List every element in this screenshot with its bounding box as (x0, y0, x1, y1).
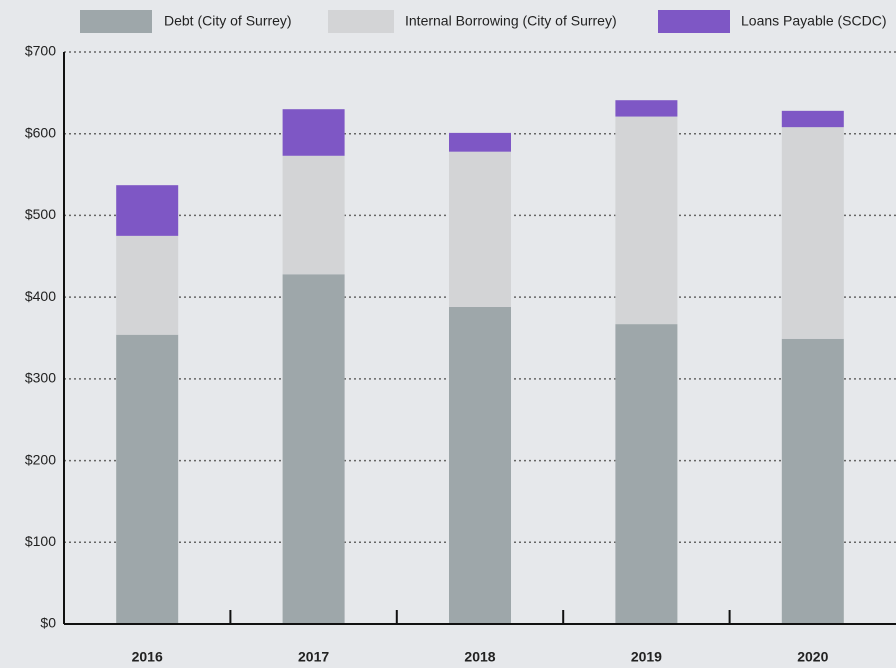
y-tick-label: $700 (25, 43, 56, 59)
y-tick-label: $300 (25, 370, 56, 386)
legend-swatch (328, 10, 394, 33)
bar-segment (116, 334, 179, 624)
bar-segment (615, 324, 678, 624)
bar-segment (781, 110, 844, 128)
legend-swatch (80, 10, 152, 33)
bar-segment (116, 185, 179, 236)
legend-label: Loans Payable (SCDC) (741, 13, 887, 29)
x-tick-label: 2017 (298, 649, 329, 665)
y-tick-label: $600 (25, 124, 56, 140)
y-tick-label: $400 (25, 288, 56, 304)
bar-segment (282, 155, 345, 275)
x-tick-label: 2016 (132, 649, 163, 665)
bar-segment (781, 127, 844, 339)
y-tick-label: $200 (25, 451, 56, 467)
bar-segment (282, 274, 345, 624)
bar-segment (781, 338, 844, 624)
bar-segment (449, 132, 511, 152)
bar-segment (615, 116, 678, 325)
x-tick-label: 2018 (464, 649, 495, 665)
bar-segment (116, 235, 179, 335)
bar-segment (615, 100, 678, 117)
legend-label: Debt (City of Surrey) (164, 13, 292, 29)
bar-segment (282, 109, 345, 156)
y-tick-label: $500 (25, 206, 56, 222)
bar-segment (449, 151, 511, 307)
y-tick-label: $0 (40, 615, 56, 631)
y-tick-label: $100 (25, 533, 56, 549)
bar-segment (449, 306, 511, 624)
legend-label: Internal Borrowing (City of Surrey) (405, 13, 617, 29)
x-tick-label: 2020 (797, 649, 828, 665)
legend-swatch (658, 10, 730, 33)
x-tick-label: 2019 (631, 649, 662, 665)
